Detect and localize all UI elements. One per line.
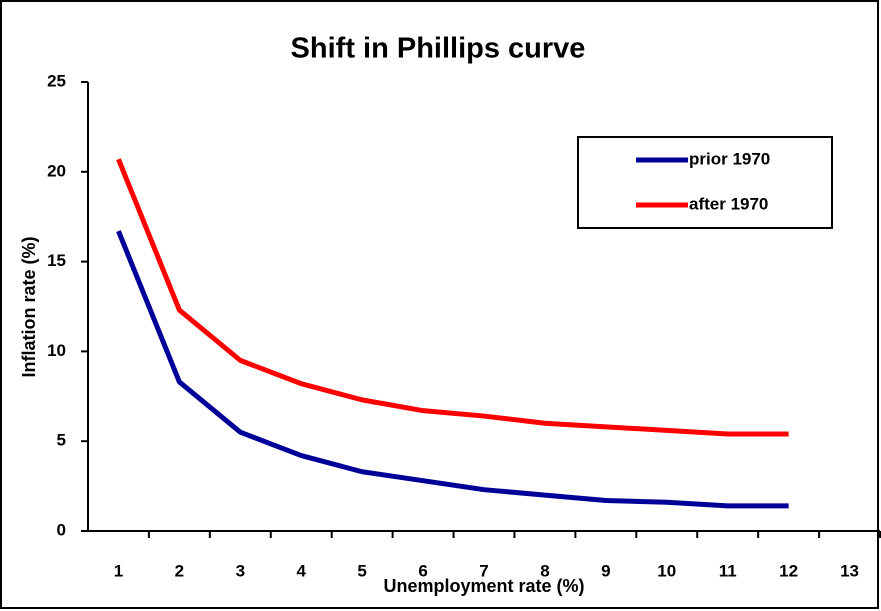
x-tick-label: 10 [657, 561, 676, 580]
line-series [116, 230, 789, 509]
x-axis-title: Unemployment rate (%) [383, 576, 584, 596]
legend: prior 1970 after 1970 [577, 136, 833, 229]
x-tick-label: 7 [479, 561, 488, 580]
legend-box [577, 136, 833, 229]
x-tick-label: 9 [601, 561, 610, 580]
x-tick-label: 2 [175, 561, 184, 580]
x-tick-label: 12 [779, 561, 798, 580]
x-tick-label: 8 [540, 561, 549, 580]
y-tick-label: 5 [57, 431, 66, 450]
x-tick-label: 1 [114, 561, 123, 580]
x-tick-label: 4 [296, 561, 306, 580]
y-tick-label: 25 [47, 71, 66, 90]
y-tick-label: 0 [57, 520, 66, 539]
legend-label: prior 1970 [689, 149, 770, 168]
x-tick-label: 5 [357, 561, 366, 580]
chart-title: Shift in Phillips curve [291, 33, 586, 65]
x-tick-label: 3 [236, 561, 245, 580]
y-axis-title: Inflation rate (%) [19, 236, 39, 377]
y-tick-label: 10 [47, 341, 66, 360]
y-tick-label: 20 [47, 161, 66, 180]
x-tick-label: 11 [719, 561, 737, 580]
x-tick-label: 6 [418, 561, 427, 580]
x-tick-label: 13 [840, 561, 859, 580]
line-series [116, 158, 789, 437]
legend-label: after 1970 [689, 194, 768, 213]
y-tick-label: 15 [47, 251, 66, 270]
